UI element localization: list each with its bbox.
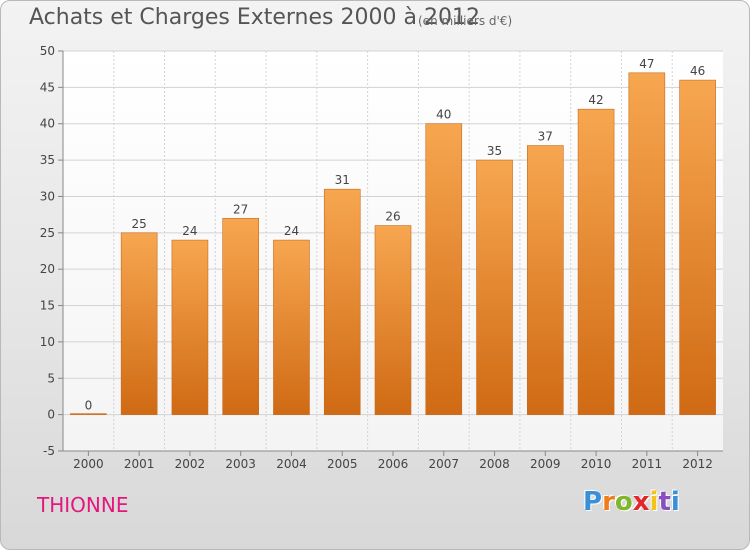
y-tick-label: 40 [40, 117, 55, 131]
x-tick-label: 2012 [682, 457, 713, 471]
x-tick-label: 2011 [632, 457, 663, 471]
bar[interactable] [120, 232, 158, 415]
data-label: 24 [284, 224, 299, 238]
data-label: 46 [690, 64, 705, 78]
y-tick-label: 25 [40, 226, 55, 240]
x-tick-label: 2003 [225, 457, 256, 471]
x-tick-label: 2006 [378, 457, 409, 471]
logo-letter: t [658, 487, 671, 517]
chart-subtitle: (en milliers d'€) [418, 14, 513, 28]
bar[interactable] [323, 188, 361, 415]
y-tick-label: 50 [40, 44, 55, 58]
x-tick-label: 2002 [175, 457, 206, 471]
data-label: 42 [588, 93, 603, 107]
y-tick-label: 35 [40, 153, 55, 167]
bar[interactable] [577, 108, 615, 415]
chart-title: Achats et Charges Externes 2000 à 2012 [29, 5, 480, 30]
y-tick-label: 30 [40, 189, 55, 203]
bar[interactable] [222, 217, 259, 415]
bar[interactable] [425, 123, 463, 415]
logo-letter: r [602, 487, 615, 517]
y-tick-label: -5 [43, 444, 55, 458]
x-tick-label: 2008 [479, 457, 510, 471]
bar[interactable] [679, 79, 716, 415]
y-tick-label: 15 [40, 299, 55, 313]
x-tick-label: 2010 [581, 457, 612, 471]
proxiti-logo[interactable]: Proxiti [583, 487, 680, 517]
axes: -5 0 5 10 15 20 25 30 35 40 45 50 2000 2001 2002 2003 20… [40, 44, 723, 471]
data-label: 35 [487, 144, 502, 158]
logo-letter: i [649, 487, 659, 517]
data-label: 47 [639, 57, 654, 71]
x-tick-label: 2009 [530, 457, 561, 471]
data-label: 24 [182, 224, 197, 238]
place-name: THIONNE [37, 493, 129, 517]
bar[interactable] [476, 159, 513, 415]
bar[interactable] [70, 413, 107, 415]
data-label: 31 [335, 173, 350, 187]
x-tick-label: 2007 [428, 457, 459, 471]
y-tick-label: 45 [40, 80, 55, 94]
bars [70, 72, 716, 415]
y-tick-label: 5 [47, 371, 55, 385]
x-tick-label: 2001 [124, 457, 155, 471]
logo-letter: i [670, 487, 680, 517]
bar[interactable] [527, 145, 564, 415]
y-tick-label: 20 [40, 262, 55, 276]
x-tick-label: 2005 [327, 457, 358, 471]
data-label: 0 [85, 399, 93, 413]
y-tick-label: 0 [47, 408, 55, 422]
logo-letter: P [583, 487, 603, 517]
data-label: 25 [132, 217, 147, 231]
bar[interactable] [628, 72, 666, 415]
data-label: 40 [436, 108, 451, 122]
data-label: 37 [538, 130, 553, 144]
x-tick-label: 2004 [276, 457, 307, 471]
bar[interactable] [273, 239, 310, 415]
logo-letter: o [614, 487, 633, 517]
data-labels: 0 25 24 27 24 31 26 40 35 37 42 47 46 [85, 57, 706, 413]
data-label: 26 [385, 210, 400, 224]
data-label: 27 [233, 202, 248, 216]
bar[interactable] [374, 225, 412, 415]
x-tick-label: 2000 [73, 457, 104, 471]
y-tick-label: 10 [40, 335, 55, 349]
logo-letter: x [632, 487, 650, 517]
bar[interactable] [171, 239, 209, 415]
